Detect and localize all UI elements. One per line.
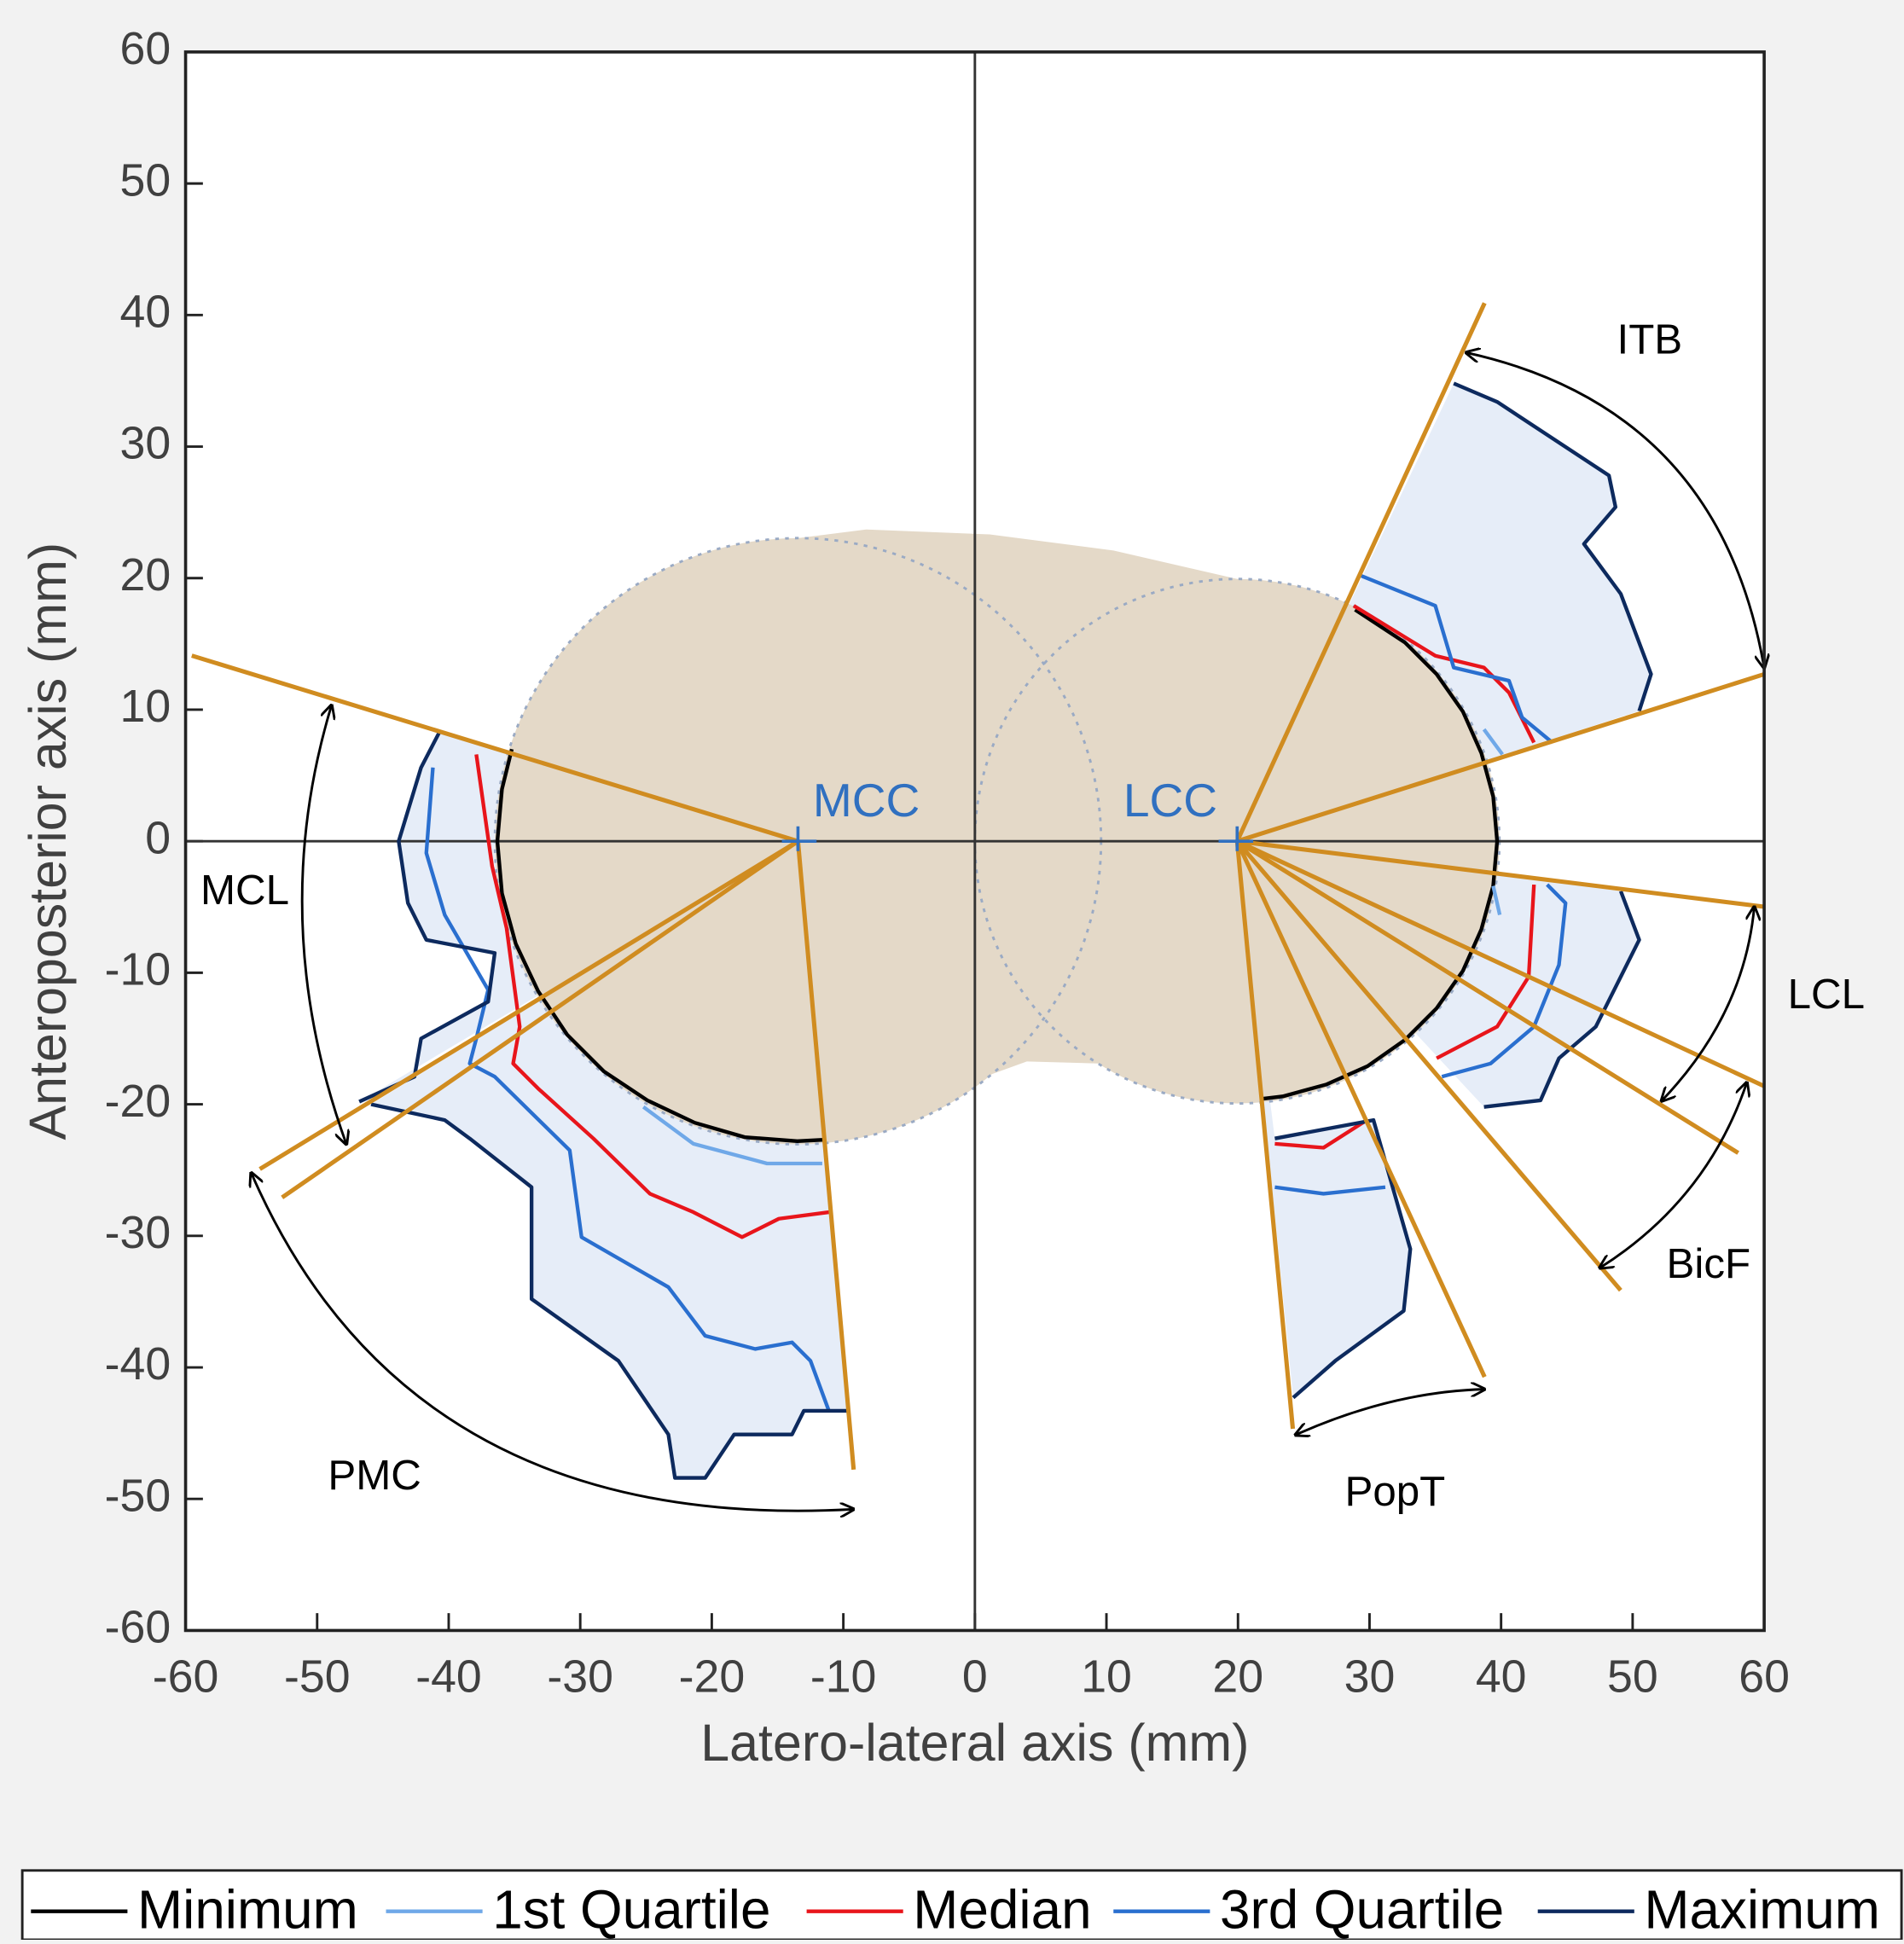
legend-label: Median bbox=[913, 1878, 1091, 1940]
y-tick-label: -40 bbox=[105, 1338, 171, 1390]
x-tick-label: 10 bbox=[1081, 1651, 1132, 1703]
x-tick-label: -30 bbox=[547, 1651, 613, 1703]
legend-label: Maximum bbox=[1644, 1878, 1879, 1940]
femur-outline bbox=[798, 530, 1237, 1145]
annotation: LCC bbox=[1123, 774, 1217, 827]
x-tick-label: 0 bbox=[962, 1651, 988, 1703]
x-tick-label: 30 bbox=[1344, 1651, 1396, 1703]
annotation: LCL bbox=[1788, 971, 1865, 1018]
y-tick-label: 50 bbox=[119, 154, 171, 206]
x-tick-label: 40 bbox=[1476, 1651, 1527, 1703]
x-tick-label: -50 bbox=[284, 1651, 351, 1703]
x-tick-label: 20 bbox=[1212, 1651, 1263, 1703]
x-tick-label: 60 bbox=[1739, 1651, 1790, 1703]
chart: MCC LCC MCL PMC ITB LCL BicF PopT Latero… bbox=[0, 0, 1904, 1940]
y-tick-label: 20 bbox=[119, 549, 171, 601]
annotation: MCC bbox=[813, 774, 920, 827]
y-tick-label: -10 bbox=[105, 944, 171, 995]
y-tick-label: 60 bbox=[119, 23, 171, 74]
y-tick-label: -30 bbox=[105, 1207, 171, 1258]
legend-label: 1st Quartile bbox=[492, 1878, 770, 1940]
y-tick-label: -50 bbox=[105, 1470, 171, 1521]
y-tick-label: -60 bbox=[105, 1602, 171, 1653]
annotation: PMC bbox=[328, 1452, 421, 1499]
y-axis-title: Anteroposterior axis (mm) bbox=[19, 543, 77, 1140]
annotation: BicF bbox=[1667, 1240, 1751, 1287]
x-axis-title: Latero-lateral axis (mm) bbox=[700, 1714, 1249, 1772]
annotation: PopT bbox=[1344, 1468, 1445, 1515]
condyles bbox=[495, 530, 1500, 1145]
annotation: ITB bbox=[1617, 316, 1683, 363]
annotation: MCL bbox=[200, 867, 289, 914]
x-tick-label: -20 bbox=[679, 1651, 746, 1703]
y-tick-label: 10 bbox=[119, 681, 171, 732]
x-tick-label: -10 bbox=[810, 1651, 877, 1703]
legend-label: 3rd Quartile bbox=[1220, 1878, 1504, 1940]
y-tick-label: -20 bbox=[105, 1076, 171, 1127]
x-tick-label: -60 bbox=[153, 1651, 219, 1703]
x-tick-label: -40 bbox=[415, 1651, 482, 1703]
legend-label: Minimum bbox=[137, 1878, 358, 1940]
x-tick-label: 50 bbox=[1607, 1651, 1658, 1703]
y-tick-label: 30 bbox=[119, 418, 171, 469]
y-tick-label: 40 bbox=[119, 287, 171, 338]
y-tick-label: 0 bbox=[145, 812, 171, 863]
